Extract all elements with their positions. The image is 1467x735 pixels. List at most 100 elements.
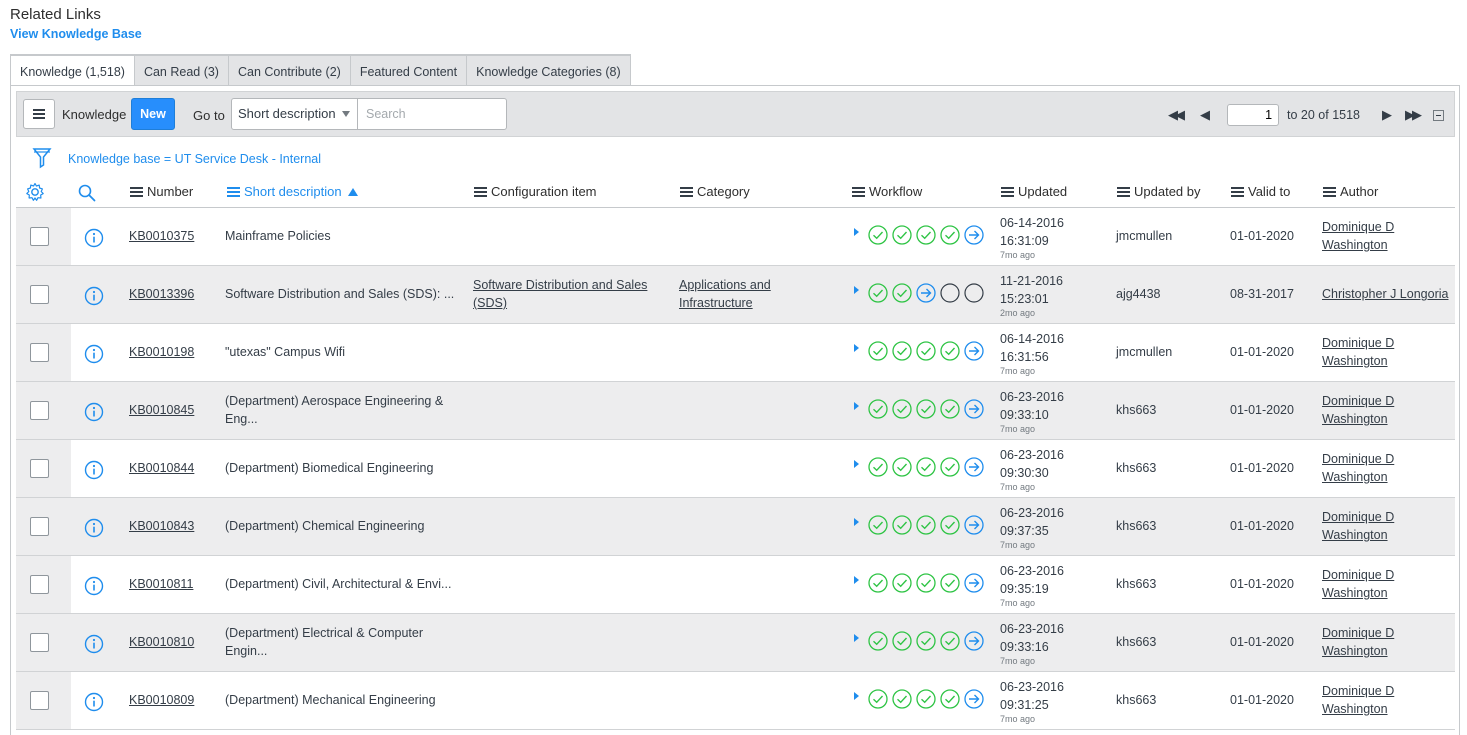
kb-number-link[interactable]: KB0013396 [129, 287, 195, 301]
kb-number-link[interactable]: KB0010843 [129, 519, 195, 533]
last-page-icon[interactable]: ▶▶ [1405, 107, 1422, 122]
workflow-expand-icon[interactable] [854, 344, 859, 352]
column-header-updated-by[interactable]: Updated by [1117, 184, 1201, 199]
tab-can-contribute[interactable]: Can Contribute (2) [228, 54, 351, 86]
author-link[interactable]: Christopher J Longoria [1322, 287, 1449, 301]
column-header-updated[interactable]: Updated [1001, 184, 1067, 199]
workflow-expand-icon[interactable] [854, 228, 859, 236]
search-icon[interactable] [77, 183, 97, 203]
kb-number-link[interactable]: KB0010809 [129, 693, 195, 707]
author-link[interactable]: Dominique D Washington [1322, 334, 1452, 370]
row-checkbox[interactable] [30, 459, 49, 478]
column-header-number[interactable]: Number [130, 184, 193, 199]
view-knowledge-base-link[interactable]: View Knowledge Base [10, 27, 142, 41]
row-checkbox[interactable] [30, 401, 49, 420]
column-menu-icon[interactable] [227, 186, 240, 197]
kb-number-link[interactable]: KB0010810 [129, 635, 195, 649]
info-icon[interactable] [84, 286, 104, 306]
workflow-expand-icon[interactable] [854, 634, 859, 642]
funnel-icon[interactable] [32, 147, 52, 169]
previous-page-icon[interactable]: ◀ [1200, 107, 1210, 122]
column-header-author[interactable]: Author [1323, 184, 1378, 199]
author-link[interactable]: Dominique D Washington [1322, 682, 1452, 718]
info-icon[interactable] [84, 228, 104, 248]
kb-number-link[interactable]: KB0010198 [129, 345, 195, 359]
author-link[interactable]: Dominique D Washington [1322, 392, 1452, 428]
column-menu-icon[interactable] [1231, 186, 1244, 197]
workflow-expand-icon[interactable] [854, 518, 859, 526]
row-checkbox[interactable] [30, 633, 49, 652]
column-header-valid-to[interactable]: Valid to [1231, 184, 1290, 199]
check-circle-icon [916, 631, 936, 651]
kb-number-link[interactable]: KB0010811 [129, 577, 194, 591]
author-link[interactable]: Dominique D Washington [1322, 624, 1452, 660]
short-description: (Department) Biomedical Engineering [225, 461, 434, 475]
column-menu-icon[interactable] [680, 186, 693, 197]
info-icon[interactable] [84, 518, 104, 538]
search-input[interactable] [357, 98, 507, 130]
updated-by: khs663 [1116, 461, 1157, 475]
workflow-expand-icon[interactable] [854, 576, 859, 584]
row-checkbox[interactable] [30, 691, 49, 710]
info-icon[interactable] [84, 576, 104, 596]
next-page-icon[interactable]: ▶ [1382, 107, 1392, 122]
arrow-circle-icon [964, 399, 984, 419]
workflow-expand-icon[interactable] [854, 460, 859, 468]
column-label: Updated [1018, 184, 1068, 199]
row-checkbox[interactable] [30, 517, 49, 536]
author-link[interactable]: Dominique D Washington [1322, 450, 1452, 486]
table-row: KB0010198 "utexas" Campus Wifi 06-14-2016 1… [16, 324, 1455, 382]
kb-number-link[interactable]: KB0010845 [129, 403, 195, 417]
goto-field-select[interactable]: Short description [231, 98, 358, 130]
author-link[interactable]: Dominique D Washington [1322, 508, 1452, 544]
workflow-progress [854, 341, 988, 361]
filter-condition-link[interactable]: Knowledge base = UT Service Desk - Inter… [68, 152, 322, 166]
column-menu-icon[interactable] [1117, 186, 1130, 197]
column-header-configuration-item[interactable]: Configuration item [474, 184, 597, 199]
tab-featured-content[interactable]: Featured Content [350, 54, 468, 86]
category-link[interactable]: Applications and Infrastructure [679, 276, 839, 312]
tab-knowledge[interactable]: Knowledge (1,518) [10, 54, 135, 86]
check-circle-icon [892, 573, 912, 593]
row-checkbox[interactable] [30, 285, 49, 304]
row-checkbox[interactable] [30, 343, 49, 362]
gear-icon[interactable] [25, 182, 45, 202]
workflow-expand-icon[interactable] [854, 286, 859, 294]
check-circle-icon [940, 457, 960, 477]
column-menu-icon[interactable] [474, 186, 487, 197]
author-line: Washington [1322, 354, 1388, 368]
kb-number-link[interactable]: KB0010375 [129, 229, 195, 243]
author-link[interactable]: Dominique D Washington [1322, 218, 1452, 254]
updated-date: 11-21-2016 [1000, 274, 1064, 288]
column-menu-icon[interactable] [852, 186, 865, 197]
column-menu-icon[interactable] [1001, 186, 1014, 197]
list-context-menu-button[interactable] [23, 99, 55, 129]
workflow-expand-icon[interactable] [854, 402, 859, 410]
first-page-icon[interactable]: ◀◀ [1168, 107, 1185, 122]
workflow-expand-icon[interactable] [854, 692, 859, 700]
column-header-short-description[interactable]: Short description [227, 184, 358, 199]
info-icon[interactable] [84, 402, 104, 422]
updated-time: 09:33:10 [1000, 408, 1049, 422]
column-header-category[interactable]: Category [680, 184, 750, 199]
page-number-input[interactable] [1227, 104, 1280, 126]
info-icon[interactable] [84, 692, 104, 712]
info-icon[interactable] [84, 460, 104, 480]
row-checkbox[interactable] [30, 575, 49, 594]
kb-number-link[interactable]: KB0010844 [129, 461, 195, 475]
configuration-item-link[interactable]: Software Distribution and Sales (SDS) [473, 276, 668, 312]
info-icon[interactable] [84, 634, 104, 654]
author-link[interactable]: Dominique D Washington [1322, 566, 1452, 602]
empty-circle-icon [940, 283, 960, 303]
column-menu-icon[interactable] [1323, 186, 1336, 197]
new-button[interactable]: New [131, 98, 175, 130]
short-description-line: Engin... [225, 644, 268, 658]
column-header-workflow[interactable]: Workflow [852, 184, 922, 199]
info-icon[interactable] [84, 344, 104, 364]
collapse-icon[interactable] [1433, 109, 1444, 121]
tab-knowledge-categories[interactable]: Knowledge Categories (8) [467, 54, 631, 86]
table-row: KB0013396 Software Distribution and Sales… [16, 266, 1455, 324]
tab-can-read[interactable]: Can Read (3) [134, 54, 229, 86]
row-checkbox[interactable] [30, 227, 49, 246]
column-menu-icon[interactable] [130, 186, 143, 197]
